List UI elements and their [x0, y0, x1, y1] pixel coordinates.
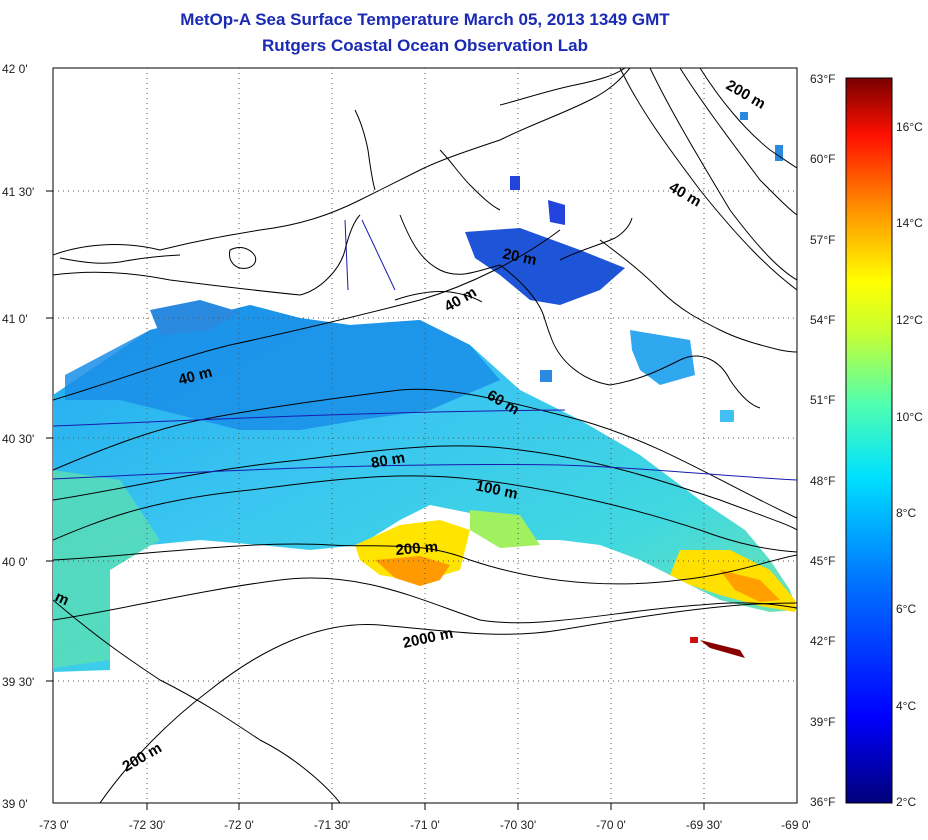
colorbar-f-label: 60°F [810, 152, 836, 166]
lon-label: -70 0' [596, 818, 626, 832]
colorbar-f-label: 57°F [810, 233, 836, 247]
colorbar-c-label: 2°C [896, 795, 917, 809]
lat-label: 41 0' [2, 312, 28, 326]
bathymetry-contours [53, 68, 797, 803]
contour-label: 20 m [501, 245, 538, 269]
contour-label: 80 m [370, 449, 407, 472]
colorbar-f-label: 39°F [810, 715, 836, 729]
colorbar-c-label: 4°C [896, 699, 917, 713]
coastline [53, 68, 797, 409]
colorbar-c-label: 12°C [896, 313, 923, 327]
colorbar [845, 77, 893, 804]
colorbar-c-label: 6°C [896, 602, 917, 616]
lat-label: 40 30' [2, 432, 35, 446]
lat-label: 39 0' [2, 797, 28, 811]
lon-label: -72 0' [224, 818, 254, 832]
lat-label: 40 0' [2, 555, 28, 569]
contour-label: 200 m [395, 538, 439, 559]
colorbar-f-label: 51°F [810, 393, 836, 407]
colorbar-f-label: 45°F [810, 554, 836, 568]
lon-label: -69 30' [685, 818, 723, 832]
colorbar-c-label: 8°C [896, 506, 917, 520]
lon-label: -71 30' [313, 818, 351, 832]
lat-label: 39 30' [2, 675, 35, 689]
colorbar-f-label: 54°F [810, 313, 836, 327]
colorbar-f-label: 36°F [810, 795, 836, 809]
lat-label: 42 0' [2, 62, 28, 76]
colorbar-f-label: 42°F [810, 634, 836, 648]
track-lines [53, 219, 797, 481]
colorbar-c-label: 16°C [896, 120, 923, 134]
colorbar-f-label: 48°F [810, 474, 836, 488]
colorbar-c-label: 10°C [896, 410, 923, 424]
lon-label: -73 0' [39, 818, 69, 832]
lon-label: -69 0' [781, 818, 811, 832]
colorbar-c-label: 14°C [896, 216, 923, 230]
colorbar-f-label: 63°F [810, 72, 836, 86]
frame-ticks [46, 190, 705, 810]
map-title: MetOp-A Sea Surface Temperature March 05… [180, 10, 670, 29]
graticule [53, 68, 797, 803]
lon-label: -72 30' [128, 818, 166, 832]
lon-label: -71 0' [410, 818, 440, 832]
map-subtitle: Rutgers Coastal Ocean Observation Lab [262, 36, 588, 55]
lat-label: 41 30' [2, 185, 35, 199]
lon-label: -70 30' [499, 818, 537, 832]
